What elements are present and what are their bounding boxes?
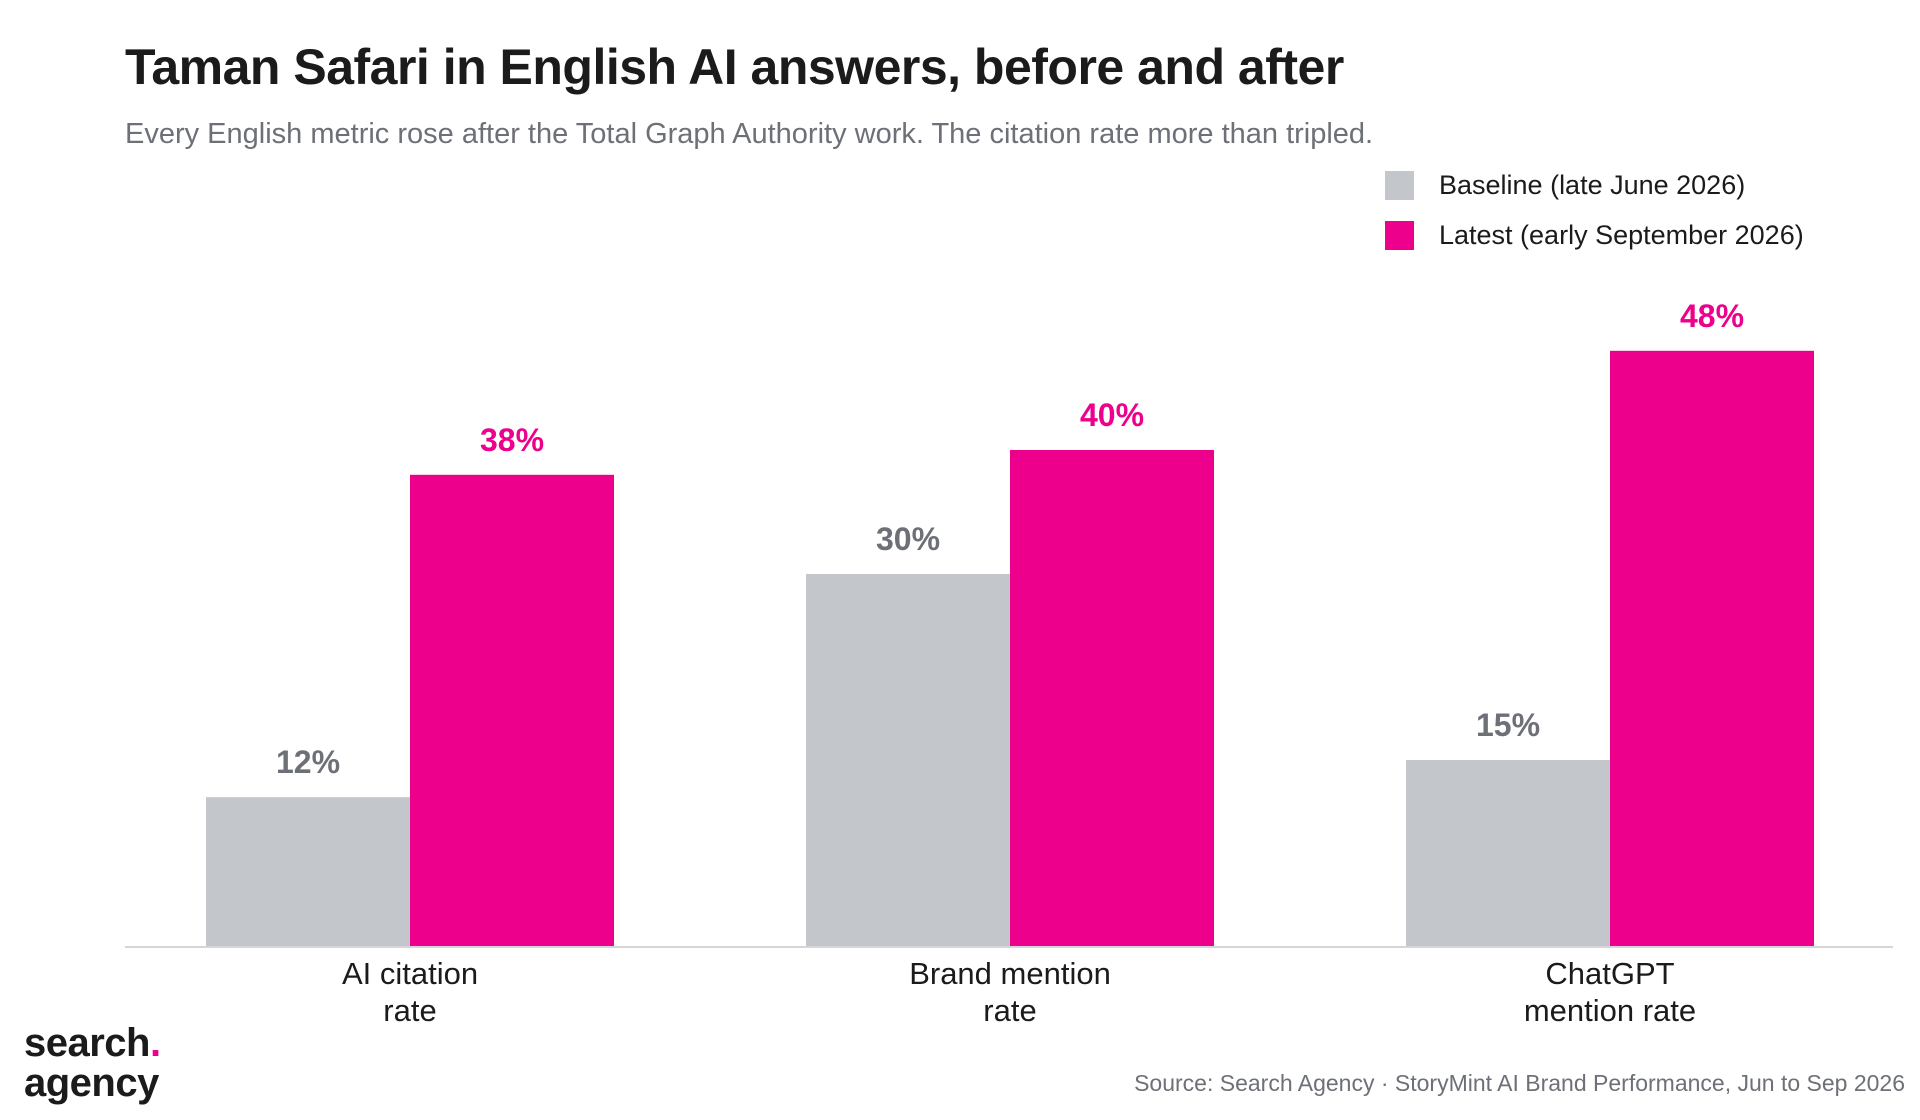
legend-label-baseline: Baseline (late June 2026) — [1439, 169, 1746, 200]
bar-latest-0 — [410, 474, 614, 946]
chart-title: Taman Safari in English AI answers, befo… — [125, 39, 1344, 95]
legend-item-latest: Latest (early September 2026) — [1385, 210, 1804, 260]
search-agency-logo: search. agency — [24, 1023, 161, 1103]
data-label-latest-2: 48% — [1680, 298, 1744, 334]
category-label-1-line-0: Brand mention — [909, 956, 1111, 991]
data-label-latest-0: 38% — [480, 422, 544, 458]
bar-latest-2 — [1610, 350, 1814, 946]
logo-text-agency: agency — [24, 1061, 159, 1105]
category-label-0-line-1: rate — [383, 993, 436, 1028]
logo-text-search: search — [24, 1021, 150, 1065]
data-label-baseline-0: 12% — [276, 744, 340, 780]
logo-dot: . — [149, 1021, 161, 1065]
bar-baseline-1 — [806, 574, 1010, 946]
legend-item-baseline: Baseline (late June 2026) — [1385, 160, 1804, 210]
bar-baseline-2 — [1406, 760, 1610, 946]
data-label-baseline-2: 15% — [1476, 707, 1540, 743]
bar-latest-1 — [1010, 450, 1214, 946]
category-label-1-line-1: rate — [983, 993, 1036, 1028]
legend-swatch-baseline — [1385, 170, 1414, 200]
category-label-2-line-1: mention rate — [1524, 993, 1696, 1028]
source-note: Source: Search Agency · StoryMint AI Bra… — [1134, 1070, 1905, 1096]
category-label-0-line-0: AI citation — [342, 956, 478, 991]
chart-subtitle: Every English metric rose after the Tota… — [125, 118, 1374, 150]
category-label-2-line-0: ChatGPT — [1545, 956, 1674, 991]
data-label-baseline-1: 30% — [876, 521, 940, 557]
legend-label-latest: Latest (early September 2026) — [1439, 219, 1804, 250]
legend: Baseline (late June 2026) Latest (early … — [1385, 160, 1804, 260]
data-label-latest-1: 40% — [1080, 397, 1144, 433]
legend-swatch-latest — [1385, 220, 1414, 250]
bar-baseline-0 — [206, 797, 410, 946]
